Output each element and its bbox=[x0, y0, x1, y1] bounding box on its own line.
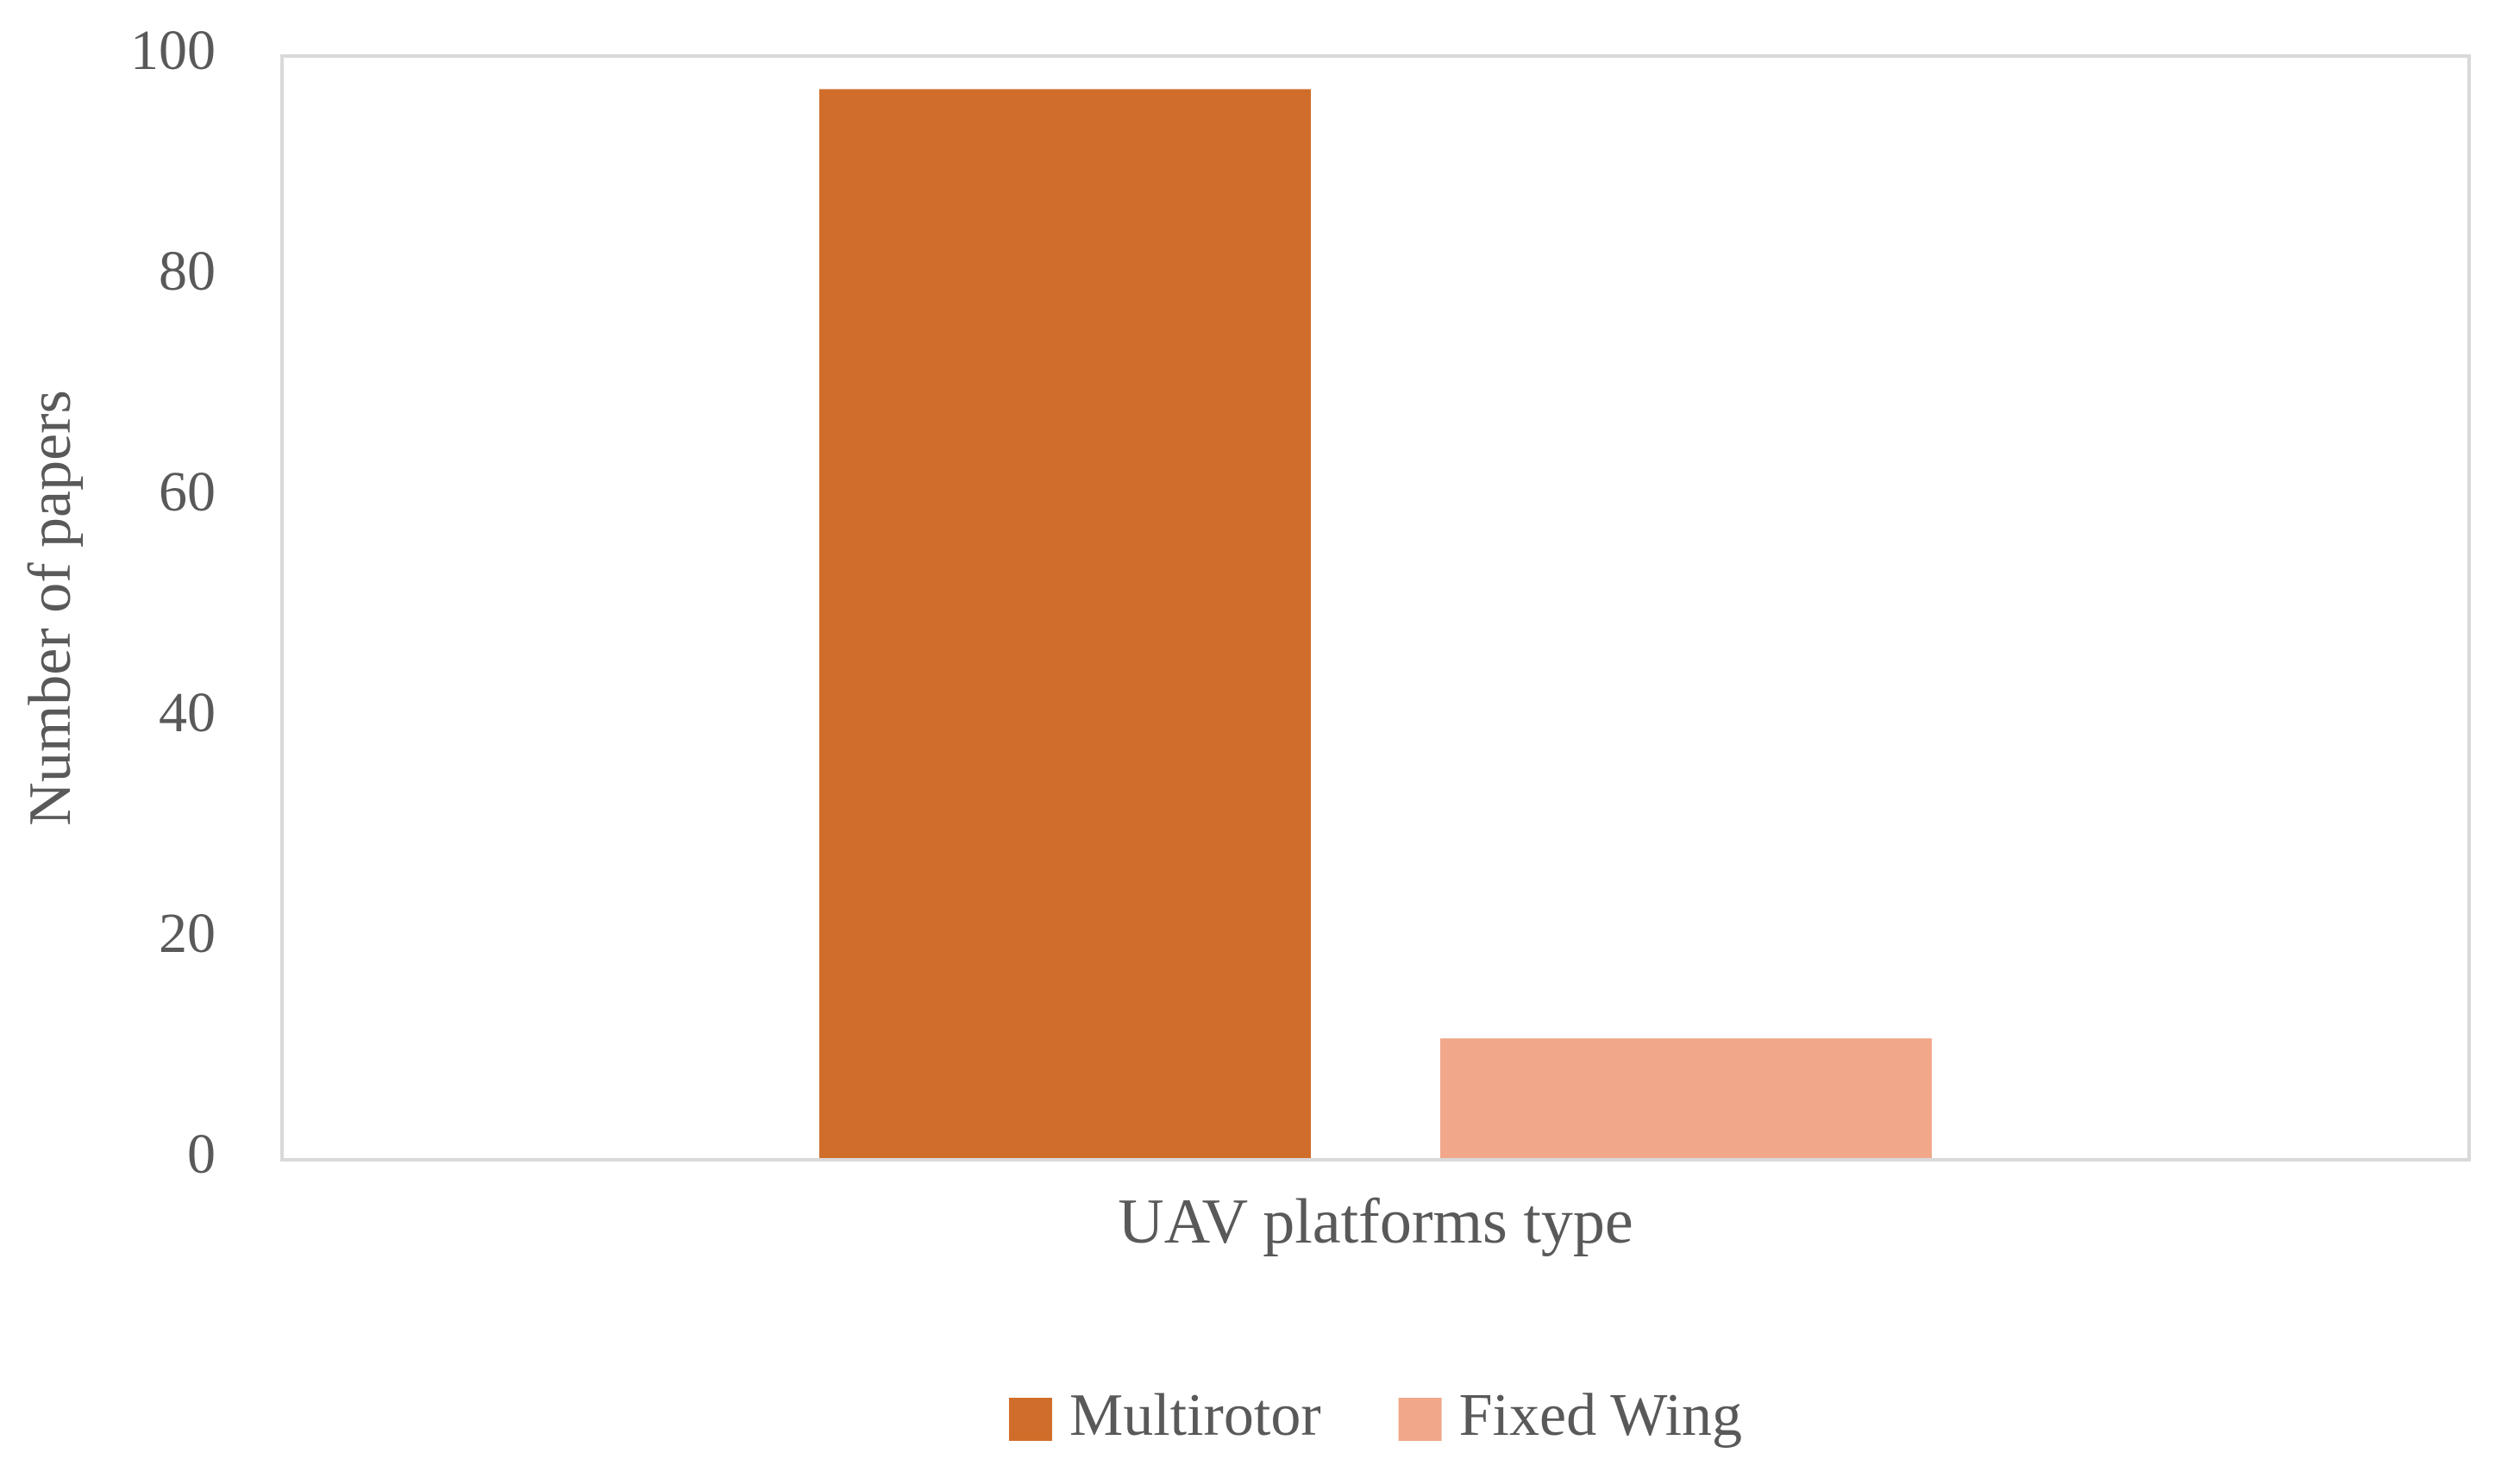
bar bbox=[819, 89, 1311, 1160]
y-tick-label: 60 bbox=[159, 460, 216, 523]
plot-frame bbox=[280, 54, 2471, 1162]
legend-label: Multirotor bbox=[1069, 1382, 1321, 1449]
x-tick-label: UAV platforms type bbox=[1118, 1187, 1633, 1257]
y-axis-title: Number of papers bbox=[17, 390, 84, 825]
legend-label: Fixed Wing bbox=[1459, 1382, 1742, 1449]
y-tick-label: 80 bbox=[159, 240, 216, 303]
legend-swatch bbox=[1398, 1398, 1442, 1441]
y-tick-label: 40 bbox=[159, 681, 216, 744]
legend-swatch bbox=[1008, 1398, 1052, 1441]
bar bbox=[1440, 1038, 1932, 1160]
y-tick-label: 20 bbox=[159, 902, 216, 965]
y-tick-label: 100 bbox=[130, 19, 216, 82]
y-tick-label: 0 bbox=[187, 1123, 216, 1186]
